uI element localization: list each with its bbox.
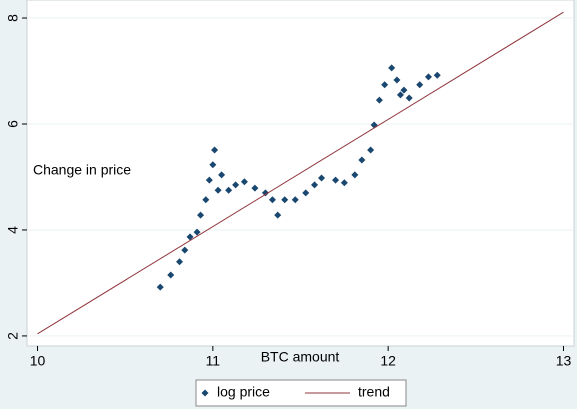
point [225,186,233,194]
point [232,181,240,189]
point [281,196,289,204]
point [388,64,396,72]
y-tick-label: 8 [5,14,21,22]
point [240,178,248,186]
y-axis-title: Change in price [33,162,131,178]
point [186,233,194,241]
point [381,81,389,89]
point [375,96,383,104]
point [176,258,184,266]
point [214,186,222,194]
point [268,196,276,204]
point [197,211,205,219]
point [156,283,164,291]
point [167,271,175,279]
legend-box [195,379,407,407]
point [340,179,348,187]
x-tick-label: 12 [380,353,396,369]
point [318,174,326,182]
point [209,161,217,169]
point [211,146,219,154]
point [367,146,375,154]
point [433,71,441,79]
point [274,211,282,219]
point [251,184,259,192]
y-tick-label: 4 [5,226,21,234]
point [332,176,340,184]
y-tick-label: 6 [5,120,21,128]
point [205,176,213,184]
trend-line [37,11,564,335]
legend-label: trend [358,384,390,400]
point [302,189,310,197]
point [351,171,359,179]
point [202,196,210,204]
x-tick-label: 10 [30,353,46,369]
legend-label: log price [217,384,270,400]
point [400,86,408,94]
point [261,189,269,197]
x-axis-title: BTC amount [261,349,340,365]
x-tick-label: 11 [206,353,221,369]
point [291,196,299,204]
point [218,171,226,179]
legend-marker [201,389,209,397]
point [181,246,189,254]
point [311,181,319,189]
point [393,76,401,84]
point [424,73,432,81]
point [405,94,413,102]
point [193,228,201,236]
point [358,156,366,164]
y-tick-label: 2 [5,332,21,340]
x-tick-label: 13 [556,353,572,369]
point [396,91,404,99]
point [416,81,424,89]
